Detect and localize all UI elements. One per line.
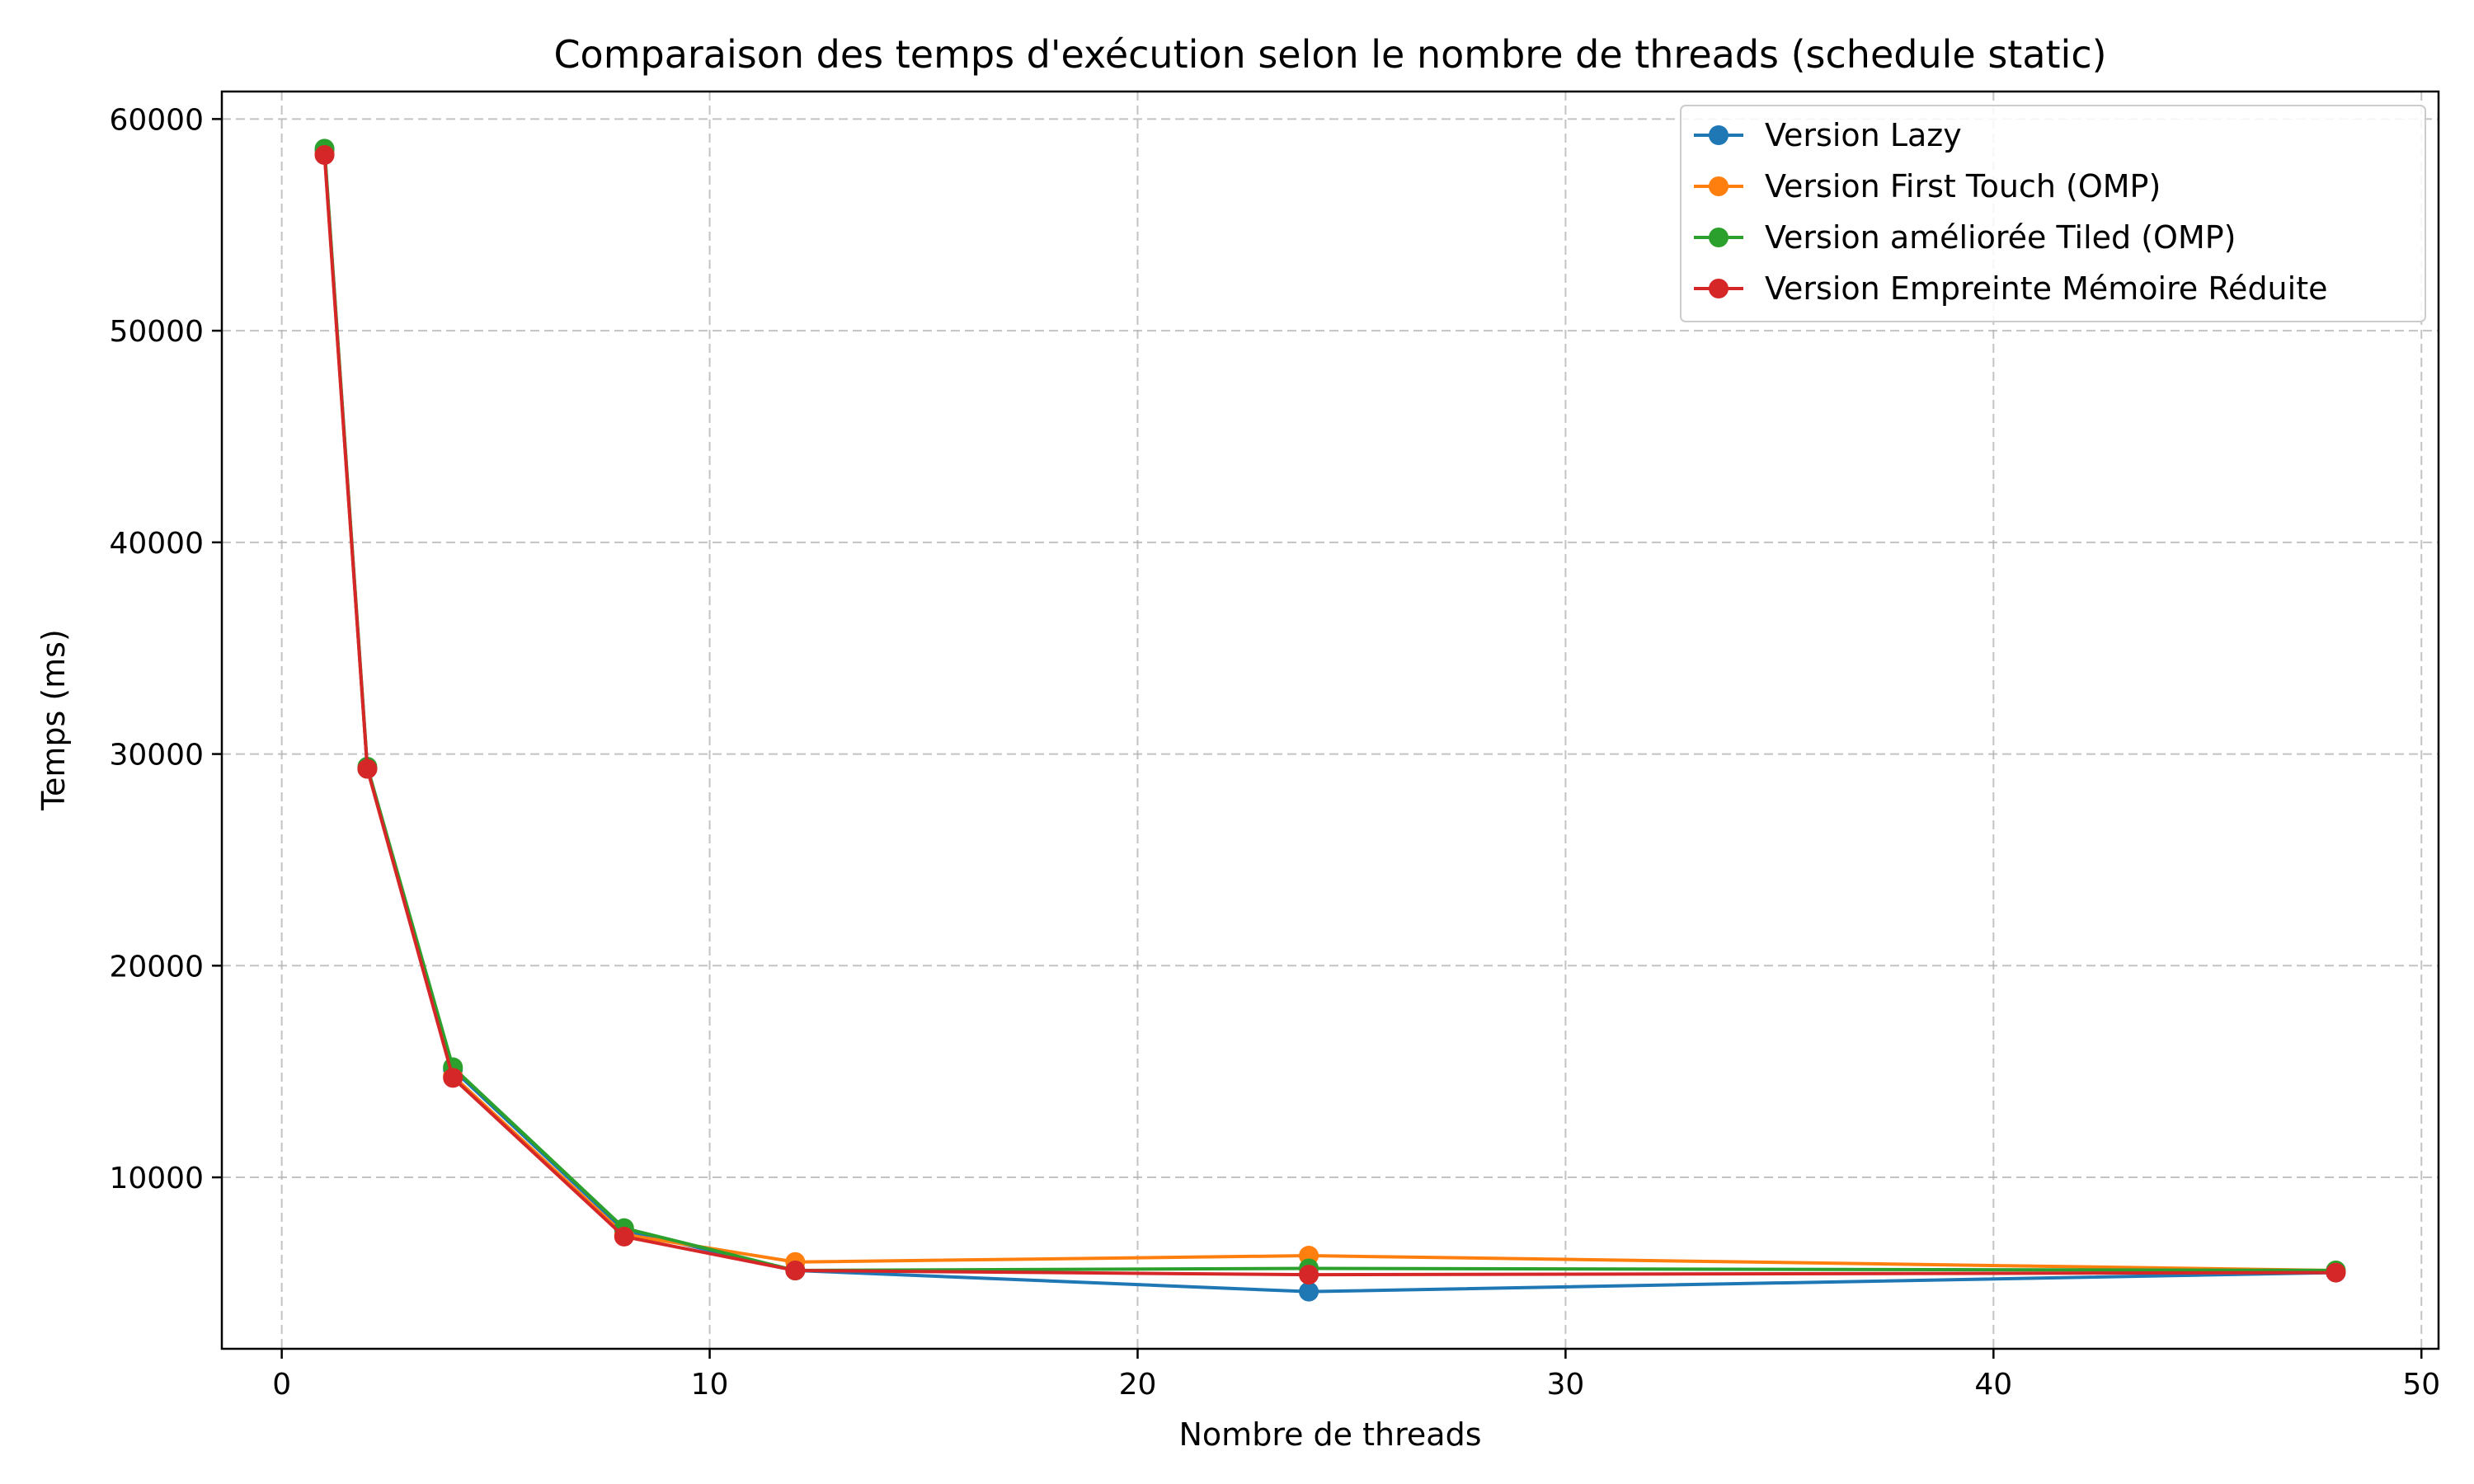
data-point — [314, 145, 335, 166]
y-tick-label: 30000 — [109, 739, 204, 773]
x-tick-label: 40 — [1974, 1368, 2012, 1402]
data-point — [785, 1261, 806, 1281]
x-tick-label: 30 — [1546, 1368, 1584, 1402]
data-point — [1299, 1265, 1319, 1285]
data-point — [614, 1226, 634, 1247]
legend: Version Lazy Version First Touch (OMP) Ver… — [1680, 105, 2426, 322]
legend-label: Version Empreinte Mémoire Réduite — [1765, 270, 2327, 307]
y-tick-label: 40000 — [109, 527, 204, 561]
x-tick-label: 50 — [2402, 1368, 2440, 1402]
legend-swatch-marker — [1709, 228, 1729, 247]
data-point — [357, 758, 378, 779]
chart-title: Comparaison des temps d'exécution selon … — [553, 32, 2106, 77]
legend-swatch-marker — [1709, 125, 1729, 145]
data-point — [1299, 1281, 1319, 1302]
grid — [222, 92, 2439, 1349]
legend-label: Version First Touch (OMP) — [1765, 168, 2161, 204]
y-tick-label: 60000 — [109, 103, 204, 137]
x-axis-label: Nombre de threads — [1179, 1416, 1482, 1453]
plot-frame — [220, 90, 2440, 1350]
y-tick-label: 10000 — [109, 1162, 204, 1195]
y-tick-label: 50000 — [109, 315, 204, 349]
y-axis-label: Temps (ms) — [35, 629, 72, 811]
legend-label: Version améliorée Tiled (OMP) — [1765, 219, 2236, 256]
legend-swatch-marker — [1709, 176, 1729, 196]
data-point — [2326, 1262, 2346, 1283]
legend-label: Version Lazy — [1765, 117, 1962, 153]
y-tick-label: 20000 — [109, 950, 204, 984]
legend-swatch-marker — [1709, 279, 1729, 298]
x-tick-label: 0 — [272, 1368, 291, 1402]
data-point — [443, 1068, 463, 1088]
x-tick-label: 20 — [1119, 1368, 1157, 1402]
series-layer — [314, 139, 2346, 1302]
x-tick-label: 10 — [691, 1368, 729, 1402]
legend-box — [1680, 105, 2426, 322]
ticks: 0 10 20 30 40 50 10000 20000 30000 40000 50000 6000… — [109, 103, 2440, 1402]
